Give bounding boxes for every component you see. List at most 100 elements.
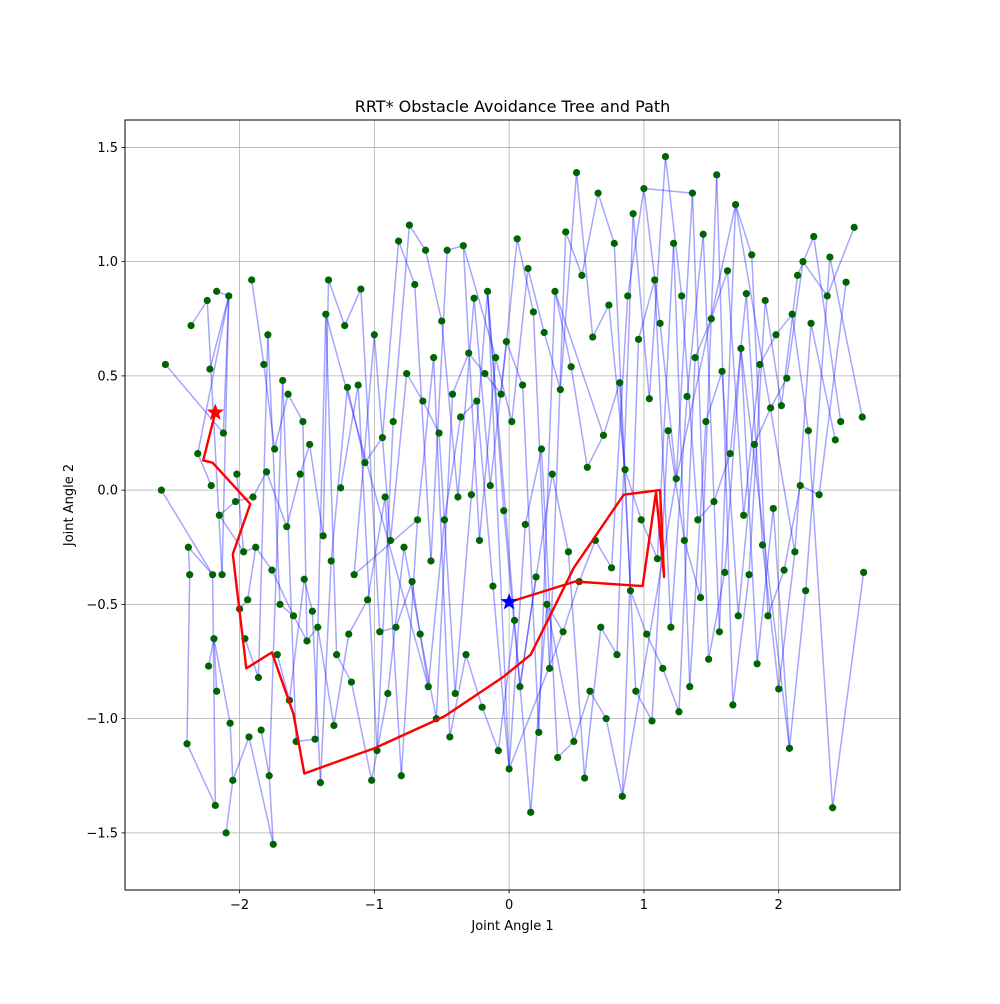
tree-edge: [207, 638, 215, 667]
tree-edge: [311, 611, 322, 783]
tree-edge: [691, 193, 710, 660]
tree-node: [276, 600, 284, 608]
tree-edge: [248, 736, 274, 845]
tree-edge: [583, 627, 602, 779]
tree-node: [405, 221, 413, 229]
tree-edge: [783, 485, 801, 571]
tree-node: [213, 287, 221, 295]
tree-edge: [392, 225, 411, 422]
tree-edge: [389, 373, 408, 541]
tree-node: [481, 370, 489, 378]
tree-edge: [608, 305, 626, 470]
tree-edge: [734, 204, 796, 552]
tree-edge: [505, 341, 524, 386]
tree-edge: [316, 627, 335, 726]
tree-edge: [643, 188, 661, 324]
tree-node: [219, 429, 227, 437]
tree-node: [467, 491, 475, 499]
tree-edge: [678, 357, 696, 712]
tree-edge: [281, 380, 297, 742]
tree-node: [691, 354, 699, 362]
tree-edge: [271, 569, 295, 617]
tree-edge: [812, 236, 842, 422]
tree-node: [807, 319, 815, 327]
start-marker: [500, 593, 518, 610]
tree-node: [718, 367, 726, 375]
y-tick-label: 1.5: [97, 141, 118, 156]
tree-node: [299, 418, 307, 426]
tree-node: [723, 267, 732, 275]
tree-edge: [460, 400, 478, 418]
tree-node: [229, 776, 237, 784]
tree-edge: [826, 227, 855, 297]
tree-edge: [529, 604, 548, 813]
tree-node: [245, 733, 253, 741]
tree-node: [767, 404, 775, 412]
tree-node: [345, 630, 353, 638]
ticks: −2 −1 0 1 2 −1.5 −1.0 −0.5 0.0 0.5 1.0 1.5: [86, 141, 782, 913]
tree-node: [524, 264, 532, 273]
tree-node: [632, 687, 640, 695]
tree-edge: [376, 421, 394, 751]
tree-node: [284, 390, 292, 398]
tree-node: [734, 612, 742, 620]
tree-node: [589, 333, 597, 341]
tree-node: [529, 308, 537, 316]
tree-edge: [478, 357, 497, 541]
tree-edge: [543, 332, 562, 390]
tree-node: [341, 322, 349, 330]
tree-edge: [737, 444, 756, 616]
tree-node: [826, 253, 834, 261]
tree-edge: [794, 323, 812, 552]
tree-edge: [222, 295, 230, 434]
tree-edge: [218, 514, 245, 553]
tree-node: [726, 449, 734, 458]
tree-edge: [366, 496, 386, 600]
tree-node: [416, 630, 424, 638]
tree-edge: [257, 334, 269, 678]
tree-edge: [565, 231, 583, 276]
tree-node: [543, 600, 551, 608]
tree-edge: [206, 300, 223, 575]
tree-node: [694, 516, 702, 524]
tree-node: [427, 557, 435, 565]
tree-edge: [626, 188, 645, 297]
tree-node: [810, 232, 818, 241]
tree-node: [184, 543, 192, 551]
tree-edge: [713, 453, 731, 502]
tree-node: [264, 331, 272, 339]
tree-edge: [190, 300, 208, 327]
tree-node: [303, 637, 311, 645]
tree-edge: [265, 471, 288, 527]
tree-node: [210, 635, 218, 643]
tree-node: [802, 587, 810, 595]
tree-edge: [769, 377, 788, 409]
tree-node: [207, 481, 215, 490]
tree-edge: [408, 224, 427, 251]
tree-node: [680, 536, 688, 545]
tree-node: [788, 310, 796, 318]
y-tick-label: 0.5: [97, 369, 118, 384]
tree-edge: [357, 385, 378, 751]
tree-edge: [699, 174, 718, 598]
tree-node: [206, 365, 214, 373]
x-tick-label: 2: [775, 898, 783, 913]
tree-node: [796, 481, 804, 490]
tree-edge: [605, 718, 624, 797]
tree-edge: [710, 270, 729, 320]
tree-node: [381, 493, 389, 501]
tree-edge: [653, 279, 672, 628]
tree-edge: [462, 245, 497, 358]
tree-node: [324, 276, 333, 284]
tree-node: [279, 376, 287, 385]
tree-edge: [804, 257, 831, 591]
tree-edge: [288, 579, 306, 701]
tree-edge: [473, 298, 492, 486]
tree-edge: [548, 231, 567, 669]
tree-edge: [381, 241, 400, 438]
tree-node: [314, 623, 322, 631]
tree-node: [842, 278, 850, 286]
tree-node: [737, 344, 745, 353]
tree-node: [753, 660, 761, 668]
